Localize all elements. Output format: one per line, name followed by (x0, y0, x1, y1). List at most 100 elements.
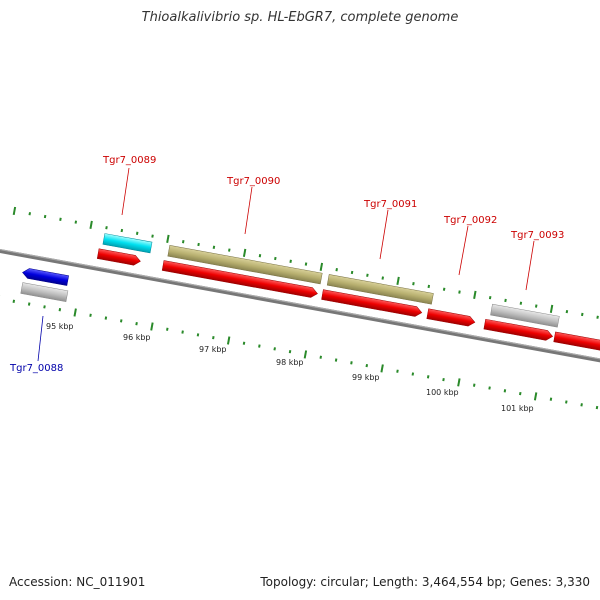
outer-tick (135, 231, 139, 235)
genome-backbone (0, 245, 600, 368)
gene-label-tgr7-0093[interactable]: Tgr7_0093 (510, 230, 564, 241)
inner-tick (288, 349, 292, 354)
inner-tick (119, 319, 123, 323)
scale-label-95-kbp: 95 kbp (46, 322, 74, 331)
inner-tick (181, 330, 184, 334)
outer-tick (442, 287, 446, 291)
outer-tick (274, 256, 277, 261)
inner-tick (196, 333, 200, 337)
inner-tick (595, 405, 599, 410)
outer-tick (120, 228, 124, 233)
inner-tick (135, 322, 138, 326)
inner-tick (27, 302, 31, 306)
outer-tick (228, 248, 231, 252)
outer-tick (74, 220, 78, 224)
scale-label-97-kbp: 97 kbp (199, 345, 227, 354)
outer-tick (89, 220, 93, 230)
inner-tick (472, 383, 476, 387)
leader-line-tgr7-0088 (37, 315, 44, 362)
inner-tick (580, 403, 583, 407)
inner-tick (12, 299, 16, 303)
outer-tick (258, 254, 262, 258)
outer-tick (28, 212, 32, 216)
inner-tick (258, 344, 261, 348)
inner-tick (426, 375, 430, 379)
feature-block-tgr7-0090[interactable] (167, 245, 323, 285)
outer-tick (304, 262, 308, 266)
outer-tick (319, 262, 324, 271)
gene-label-tgr7-0089[interactable]: Tgr7_0089 (102, 155, 156, 166)
inner-tick (442, 377, 445, 382)
accession-text: Accession: NC_011901 (9, 575, 146, 589)
outer-tick (396, 276, 400, 285)
inner-tick (242, 341, 246, 345)
outer-tick-track (12, 206, 599, 319)
gene-arrow-tgr7-0091[interactable] (321, 289, 423, 318)
inner-tick (411, 372, 415, 376)
hypothetical-feature-block[interactable] (490, 303, 560, 328)
inner-tick (488, 386, 491, 390)
outer-tick (504, 298, 507, 303)
outer-tick (549, 304, 554, 313)
outer-tick (166, 234, 170, 244)
outer-tick (289, 259, 292, 263)
map-title: Thioalkalivibrio sp. HL-EbGR7, complete … (141, 10, 459, 25)
inner-tick (365, 363, 369, 368)
gene-arrow-tgr7-0088[interactable] (22, 267, 69, 286)
outer-tick (565, 309, 569, 314)
scale-label-96-kbp: 96 kbp (123, 333, 151, 342)
gene-label-tgr7-0088[interactable]: Tgr7_0088 (9, 363, 63, 374)
inner-tick (519, 391, 522, 396)
outer-tick (473, 290, 477, 299)
inner-tick (273, 347, 276, 351)
gene-label-tgr7-0092[interactable]: Tgr7_0092 (443, 215, 497, 226)
inner-tick (226, 336, 231, 345)
inner-tick (350, 361, 353, 365)
gene-arrow-tgr7-0090[interactable] (161, 260, 318, 299)
inner-tick (457, 378, 461, 387)
inner-tick (319, 355, 323, 359)
genome-backbone-highlight (0, 245, 600, 365)
leader-line-tgr7-0093 (525, 240, 535, 291)
outer-tick (212, 245, 216, 249)
gene-arrow-next[interactable] (553, 331, 600, 357)
gene-arrow-tgr7-0089[interactable] (96, 248, 141, 267)
inner-tick (503, 389, 507, 393)
feature-block-tgr7-0091[interactable] (326, 274, 434, 305)
outer-tick (381, 276, 385, 280)
outer-tick (596, 315, 599, 319)
leader-line-tgr7-0089 (121, 167, 130, 216)
outer-tick (43, 214, 47, 219)
gene-label-tgr7-0090[interactable]: Tgr7_0090 (226, 176, 280, 187)
inner-tick (212, 336, 215, 340)
inner-tick (396, 369, 399, 373)
outer-tick (181, 240, 185, 244)
hypothetical-gene-block[interactable] (20, 282, 69, 302)
inner-tick (334, 358, 338, 362)
outer-tick (197, 242, 200, 247)
leader-line-tgr7-0092 (458, 225, 469, 276)
genome-stats-text: Topology: circular; Length: 3,464,554 bp… (260, 575, 590, 589)
inner-tick (104, 316, 108, 320)
scale-label-98-kbp: 98 kbp (276, 358, 304, 367)
inner-tick (565, 400, 568, 404)
outer-tick (534, 304, 538, 308)
leader-line-tgr7-0091 (379, 209, 389, 260)
inner-tick (303, 350, 308, 359)
gene-arrow-tgr7-0092[interactable] (426, 308, 476, 327)
rna-feature-block[interactable] (102, 233, 153, 254)
inner-tick (73, 308, 77, 317)
scale-label-99-kbp: 99 kbp (352, 373, 380, 382)
scale-label-100-kbp: 100 kbp (426, 388, 459, 397)
inner-tick-track (0, 294, 599, 410)
outer-tick (242, 248, 247, 258)
gene-label-tgr7-0091[interactable]: Tgr7_0091 (363, 199, 417, 210)
outer-tick (488, 295, 492, 300)
gene-arrow-tgr7-0093[interactable] (483, 318, 554, 341)
outer-tick (12, 206, 17, 216)
outer-tick (105, 226, 108, 230)
outer-tick (59, 217, 62, 221)
outer-tick (427, 284, 431, 289)
outer-tick (412, 282, 415, 286)
